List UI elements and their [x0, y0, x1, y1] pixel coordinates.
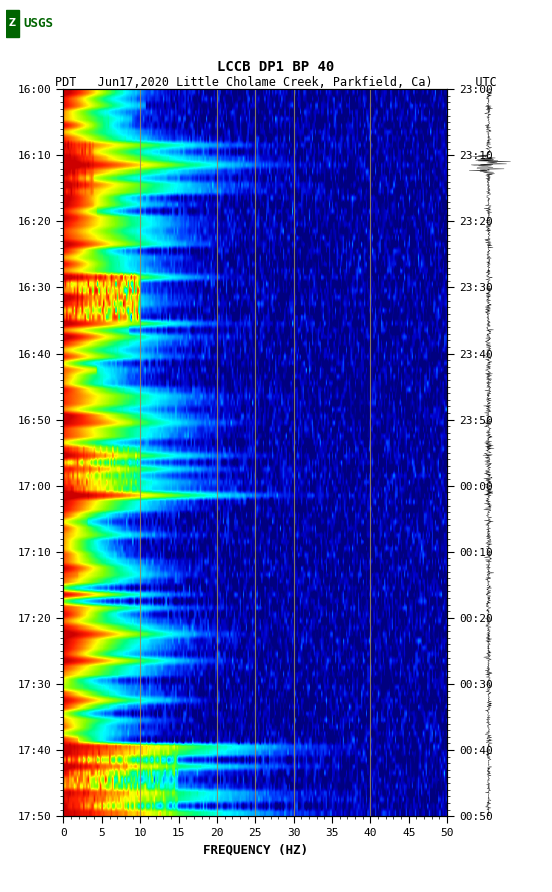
Text: LCCB DP1 BP 40: LCCB DP1 BP 40	[217, 60, 335, 74]
X-axis label: FREQUENCY (HZ): FREQUENCY (HZ)	[203, 844, 308, 856]
Bar	[6, 10, 19, 37]
Text: PDT   Jun17,2020 Little Cholame Creek, Parkfield, Ca)      UTC: PDT Jun17,2020 Little Cholame Creek, Par…	[55, 76, 497, 88]
Text: Z: Z	[9, 18, 16, 29]
Text: USGS: USGS	[23, 17, 53, 29]
